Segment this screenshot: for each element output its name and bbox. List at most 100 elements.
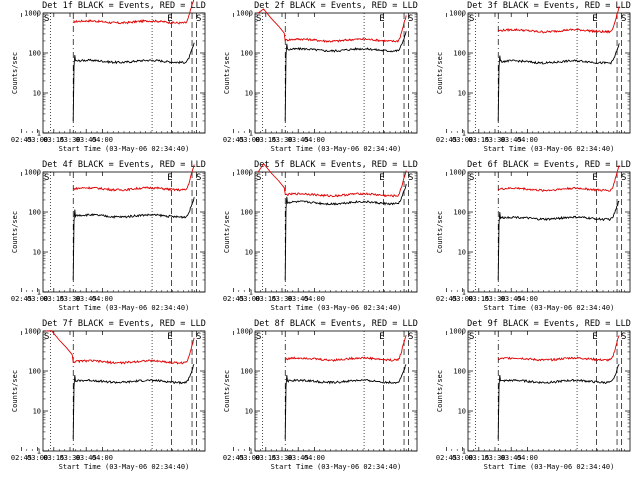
events-series-line (72, 364, 195, 440)
y-tick-label: 1000 (236, 169, 253, 177)
x-tick-label: 03:45 (501, 136, 522, 144)
y-tick-label: 100 (28, 368, 41, 376)
y-tick-label: 1 (37, 289, 41, 297)
flag-label-e: E (592, 332, 597, 342)
events-series-line (284, 183, 407, 281)
x-tick-label: 03:15 (43, 295, 64, 303)
x-tick-label: 03:30 (484, 454, 505, 462)
x-tick-label: 02:45 (436, 454, 457, 462)
flag-label-e: E (167, 14, 172, 24)
flag-label-s: S (621, 332, 626, 342)
y-tick-label: 100 (453, 209, 466, 217)
y-tick-label: 1000 (449, 169, 466, 177)
x-axis-label: Start Time (03-May-06 02:34:40) (59, 463, 190, 471)
plot-frame (254, 171, 418, 293)
x-tick-label: 03:30 (484, 295, 505, 303)
lld-series-line (73, 164, 195, 192)
flag-label-e: E (167, 173, 172, 183)
x-axis-label: Start Time (03-May-06 02:34:40) (271, 463, 402, 471)
x-tick-label: 03:15 (468, 295, 489, 303)
events-series-line (497, 364, 620, 440)
x-tick-label: 03:00 (239, 295, 260, 303)
y-tick-label: 10 (458, 249, 466, 257)
panel-det-6: Det 6f BLACK = Events, RED = LLD 1 10 100 10… (436, 160, 631, 312)
plot-frame (42, 12, 206, 134)
y-tick-label: 1000 (24, 10, 41, 18)
y-axis-label: Counts/sec (11, 52, 19, 94)
panel-title: Det 3f BLACK = Events, RED = LLD (467, 1, 631, 11)
flag-label-s: S (469, 173, 474, 183)
events-series-line (497, 43, 620, 122)
flag-label-s: S (256, 332, 261, 342)
y-tick-label: 1 (462, 130, 466, 138)
events-series-line (72, 197, 195, 281)
x-axis-label: Start Time (03-May-06 02:34:40) (59, 304, 190, 312)
flag-label-s: S (621, 14, 626, 24)
x-tick-label: 04:00 (304, 295, 325, 303)
lld-series-line (257, 162, 407, 198)
flag-label-s: S (196, 332, 201, 342)
x-tick-label: 03:30 (271, 454, 292, 462)
flag-label-e: E (379, 332, 384, 342)
panel-det-2: Det 2f BLACK = Events, RED = LLD 1 10 100 10… (223, 1, 418, 153)
x-tick-label: 03:45 (288, 454, 309, 462)
x-tick-label: 03:45 (76, 295, 97, 303)
y-tick-label: 10 (458, 90, 466, 98)
x-axis-label: Start Time (03-May-06 02:34:40) (484, 463, 615, 471)
flag-label-e: E (592, 14, 597, 24)
x-tick-label: 03:00 (239, 136, 260, 144)
y-tick-label: 100 (240, 209, 253, 217)
y-tick-label: 1000 (449, 328, 466, 336)
flag-label-e: E (167, 332, 172, 342)
y-tick-label: 1 (249, 448, 253, 456)
y-tick-label: 10 (33, 90, 41, 98)
y-axis-label: Counts/sec (223, 211, 231, 253)
flag-label-s: S (469, 332, 474, 342)
panel-title: Det 4f BLACK = Events, RED = LLD (42, 160, 206, 170)
plot-frame (467, 330, 631, 452)
y-tick-label: 1000 (236, 328, 253, 336)
panel-det-1: Det 1f BLACK = Events, RED = LLD 1 10 100 10… (11, 0, 206, 153)
panel-det-4: Det 4f BLACK = Events, RED = LLD 1 10 100 10… (11, 160, 206, 312)
lld-series-line (497, 165, 620, 193)
x-tick-label: 03:45 (76, 136, 97, 144)
lld-series-line (497, 335, 620, 362)
panel-title: Det 6f BLACK = Events, RED = LLD (467, 160, 631, 170)
x-tick-label: 03:15 (468, 136, 489, 144)
y-tick-label: 100 (453, 50, 466, 58)
flag-label-e: E (379, 173, 384, 183)
x-tick-label: 04:00 (304, 454, 325, 462)
flag-label-s: S (256, 14, 261, 24)
x-tick-label: 04:00 (92, 295, 113, 303)
panel-det-3: Det 3f BLACK = Events, RED = LLD 1 10 100 10… (436, 1, 631, 153)
y-axis-label: Counts/sec (436, 52, 444, 94)
x-tick-label: 04:00 (92, 454, 113, 462)
events-series-line (72, 42, 195, 122)
panel-title: Det 5f BLACK = Events, RED = LLD (254, 160, 418, 170)
panel-title: Det 8f BLACK = Events, RED = LLD (254, 319, 418, 329)
flag-label-e: E (379, 14, 384, 24)
x-tick-label: 03:30 (59, 295, 80, 303)
x-tick-label: 03:15 (468, 454, 489, 462)
plot-frame (254, 12, 418, 134)
x-tick-label: 03:30 (59, 136, 80, 144)
x-tick-label: 02:45 (11, 295, 32, 303)
flag-label-s: S (44, 173, 49, 183)
events-series-line (284, 364, 407, 440)
y-axis-label: Counts/sec (223, 370, 231, 412)
panel-title: Det 7f BLACK = Events, RED = LLD (42, 319, 206, 329)
y-tick-label: 1000 (24, 169, 41, 177)
x-tick-label: 03:45 (288, 295, 309, 303)
x-tick-label: 02:45 (223, 454, 244, 462)
lld-series-line (497, 6, 620, 34)
y-axis-label: Counts/sec (11, 211, 19, 253)
y-tick-label: 10 (245, 408, 253, 416)
lld-series-line (73, 0, 195, 25)
x-tick-label: 04:00 (517, 454, 538, 462)
y-tick-label: 10 (245, 249, 253, 257)
x-tick-label: 02:45 (436, 136, 457, 144)
x-tick-label: 03:15 (255, 295, 276, 303)
y-tick-label: 100 (453, 368, 466, 376)
flag-label-s: S (44, 332, 49, 342)
